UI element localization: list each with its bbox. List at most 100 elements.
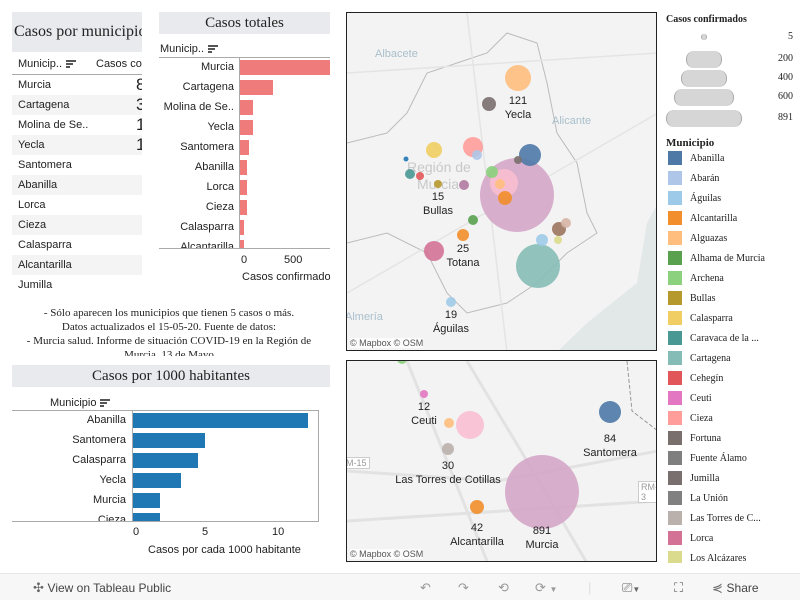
bar[interactable] (240, 220, 245, 235)
bubble-fortuna[interactable] (514, 156, 522, 164)
bubble-murcia[interactable] (505, 455, 579, 529)
view-on-tableau-button[interactable]: ✣ View on Tableau Public (33, 580, 171, 596)
map-zoom-murcia[interactable]: M-15 RM-3 © Mapbox © OSM 12 Ceuti 30 Las To… (346, 360, 657, 562)
totales-header[interactable]: Municip.. (160, 43, 219, 55)
per1000-header[interactable]: Municipio (50, 397, 111, 409)
legend-item[interactable]: Las Torres de C... (668, 511, 761, 531)
legend-item[interactable]: Cehegín (668, 371, 723, 391)
bubble-cartagena[interactable] (516, 244, 560, 288)
bar[interactable] (240, 180, 247, 195)
legend-item[interactable]: Alguazas (668, 231, 727, 251)
bubble-alcantarilla[interactable] (470, 500, 484, 514)
table-row[interactable]: Cieza (12, 215, 142, 235)
bar[interactable] (133, 513, 160, 521)
bubble-cehegín[interactable] (416, 172, 424, 180)
table-row[interactable]: Jumilla (12, 275, 142, 290)
bubble-jumilla[interactable] (482, 97, 496, 111)
bar[interactable] (240, 160, 248, 175)
bubble-santomera[interactable] (599, 401, 621, 423)
bar[interactable] (240, 80, 273, 95)
bar[interactable] (240, 60, 330, 75)
bubble-águilas[interactable] (446, 297, 456, 307)
legend-item[interactable]: Los Alcázares (668, 551, 746, 563)
legend-item[interactable]: Alhama de Murcia (668, 251, 765, 271)
bubble-small[interactable] (403, 156, 409, 162)
bubble-alguazas[interactable] (495, 179, 505, 189)
bubble-totana[interactable] (457, 229, 469, 241)
sort-icon[interactable] (66, 60, 77, 69)
undo-icon[interactable]: ↶ (420, 580, 431, 595)
bubble-calasparra[interactable] (426, 142, 442, 158)
table-row[interactable]: Alcantarilla (12, 255, 142, 275)
bubble-archena[interactable] (486, 166, 498, 178)
bubble-alhama[interactable] (468, 215, 478, 225)
legend-item[interactable]: Alcantarilla (668, 211, 737, 231)
bubble-yecla[interactable] (505, 65, 531, 91)
revert-icon[interactable]: ⟲ (498, 580, 509, 595)
bubble-alguazas[interactable] (444, 418, 454, 428)
legend-item[interactable]: Abanilla (668, 151, 724, 171)
refresh-icon[interactable]: ⟳ ▼ (535, 580, 558, 595)
table-row[interactable]: Santomera (12, 155, 142, 175)
table-row[interactable]: Cartagena 3 (12, 95, 142, 115)
legend-item[interactable]: Águilas (668, 191, 721, 211)
legend-item[interactable]: Caravaca de la ... (668, 331, 759, 351)
bar[interactable] (133, 473, 181, 488)
legend-item[interactable]: Cieza (668, 411, 713, 431)
table-row[interactable]: Murcia 8 (12, 75, 142, 95)
legend-item[interactable]: Ceuti (668, 391, 712, 411)
table-col-municipio[interactable]: Municip.. (18, 58, 77, 70)
legend-item[interactable]: Abarán (668, 171, 719, 191)
bar[interactable] (133, 493, 160, 508)
bar[interactable] (240, 100, 253, 115)
legend-item[interactable]: Calasparra (668, 311, 733, 331)
bar[interactable] (240, 140, 249, 155)
bubble-molina[interactable] (456, 411, 484, 439)
fullscreen-icon[interactable]: ⛶ (674, 580, 684, 595)
map-attribution[interactable]: © Mapbox © OSM (350, 338, 424, 348)
legend-item[interactable]: Fortuna (668, 431, 721, 451)
legend-item[interactable]: Cartagena (668, 351, 731, 371)
bubble-ceuti[interactable] (420, 390, 428, 398)
bubble-fuente-álamo[interactable] (536, 234, 548, 246)
table-row[interactable]: Molina de Se.. 1 (12, 115, 142, 135)
bar[interactable] (133, 413, 308, 428)
download-icon[interactable]: ⎚▼ (622, 580, 641, 595)
bubble-caravaca[interactable] (405, 169, 415, 179)
tick-label: 0 (133, 526, 140, 538)
table-row[interactable]: Abanilla (12, 175, 142, 195)
legend-item[interactable]: Bullas (668, 291, 716, 311)
bar[interactable] (240, 120, 253, 135)
bubble-abanilla[interactable] (519, 144, 541, 166)
bar[interactable] (240, 240, 245, 248)
bubble-alcázares[interactable] (554, 236, 562, 244)
bar[interactable] (240, 200, 247, 215)
bubble-purple[interactable] (459, 180, 469, 190)
share-button[interactable]: ⋞ Share (712, 580, 759, 596)
bubble-torres[interactable] (442, 443, 454, 455)
bar[interactable] (133, 433, 205, 448)
sort-icon[interactable] (100, 399, 111, 408)
bubble-abarán[interactable] (472, 150, 482, 160)
legend-item[interactable]: La Unión (668, 491, 728, 511)
table-col-casos[interactable]: Casos co (96, 58, 142, 70)
legend-item[interactable]: Archena (668, 271, 724, 291)
table-row[interactable]: Lorca (12, 195, 142, 215)
bubble-lorca[interactable] (424, 241, 444, 261)
table-row[interactable]: Yecla 1 (12, 135, 142, 155)
legend-item[interactable]: Fuente Álamo (668, 451, 747, 471)
bubble-green[interactable] (397, 361, 407, 364)
redo-icon[interactable]: ↷ (458, 580, 469, 595)
bubble-bullas[interactable] (434, 180, 442, 188)
legend-item[interactable]: Lorca (668, 531, 713, 551)
table-row[interactable]: Calasparra (12, 235, 142, 255)
map-attribution[interactable]: © Mapbox © OSM (350, 549, 424, 559)
note-line: Murcia. 13 de Mayo (124, 349, 214, 356)
map-region[interactable]: Albacete Alicante Región de Murcia Almer… (346, 12, 657, 351)
legend-item[interactable]: Jumilla (668, 471, 719, 491)
bubble-alcantarilla[interactable] (498, 191, 512, 205)
bar[interactable] (133, 453, 198, 468)
legend-label: Lorca (690, 533, 714, 544)
sort-icon[interactable] (208, 45, 219, 54)
bubble-tan[interactable] (561, 218, 571, 228)
